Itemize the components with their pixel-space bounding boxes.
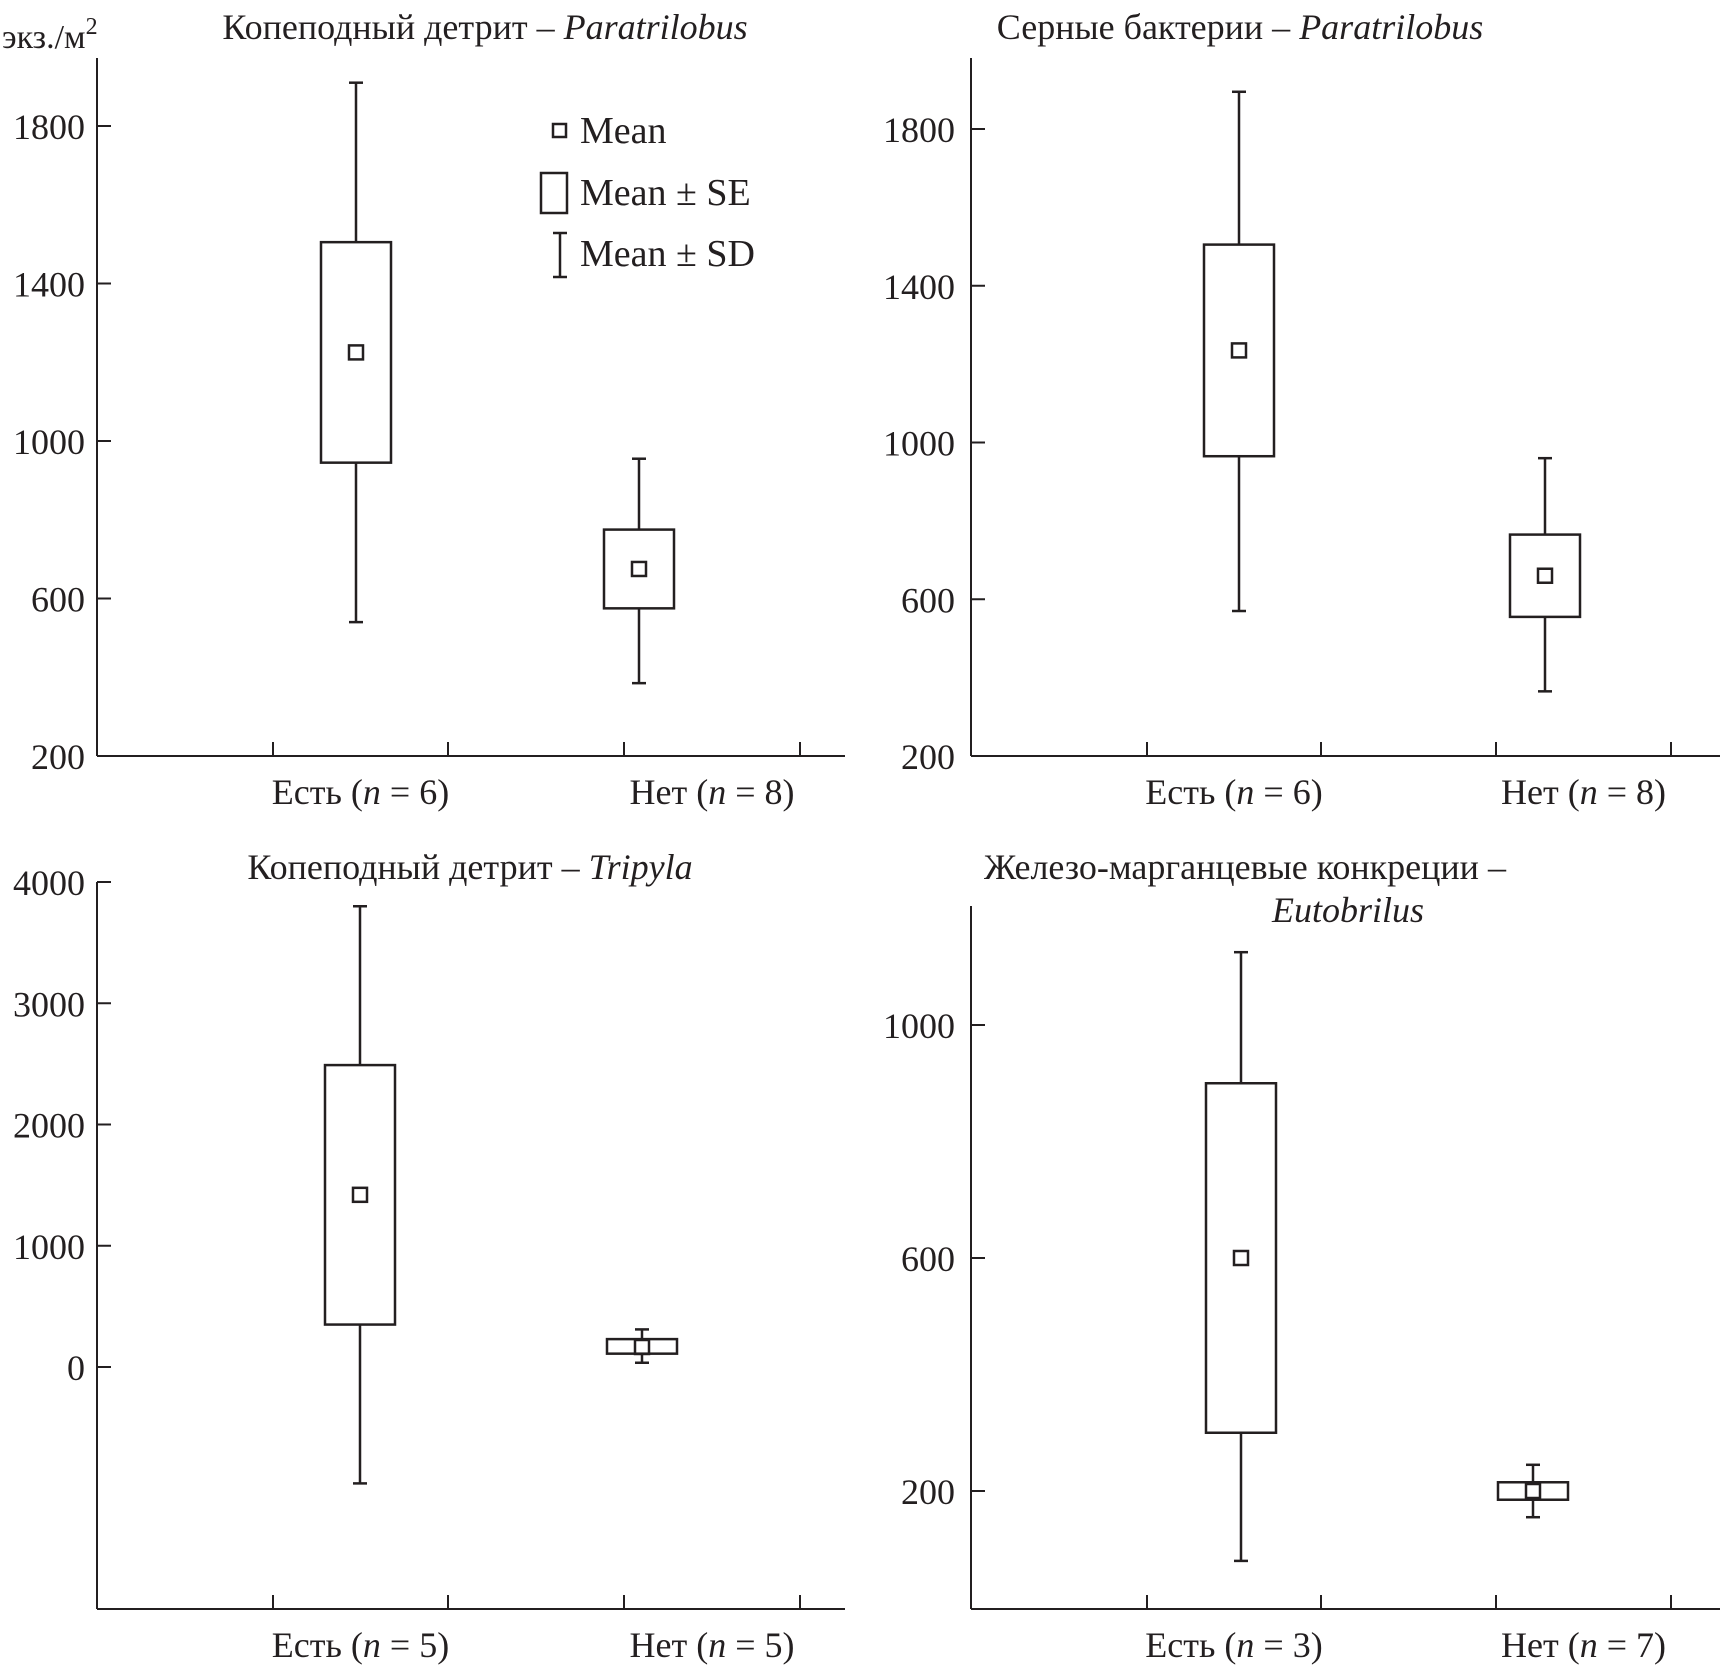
x-category-label: Есть (n = 6) — [272, 772, 449, 812]
y-tick-label: 1800 — [13, 107, 85, 147]
y-tick-label: 4000 — [13, 863, 85, 903]
legend-mean-symbol — [551, 122, 568, 139]
y-tick-label: 1400 — [13, 265, 85, 305]
legend-se-label: Mean ± SE — [580, 172, 751, 214]
y-tick-label: 1000 — [883, 424, 955, 464]
y-tick-label: 0 — [67, 1348, 85, 1388]
mean-marker — [351, 1186, 369, 1204]
panel-title: Железо-марганцевые конкреции – — [984, 847, 1507, 887]
box-yes — [319, 81, 393, 624]
se-box — [1204, 1082, 1278, 1434]
y-tick-label: 2000 — [13, 1106, 85, 1146]
y-tick-label: 600 — [31, 580, 85, 620]
legend-se-symbol — [539, 171, 569, 215]
mean-marker — [1524, 1482, 1542, 1500]
box-no — [602, 457, 676, 685]
y-tick-label: 1000 — [13, 1227, 85, 1267]
panel-femn-eutobrilus: Железо-марганцевые конкреции – Eutobrilu… — [883, 847, 1720, 1665]
y-tick-label: 1800 — [883, 110, 955, 150]
legend-mean-label: Mean — [580, 110, 667, 152]
x-category-label: Нет (n = 8) — [1501, 772, 1666, 812]
x-category-label: Есть (n = 6) — [1145, 772, 1322, 812]
se-box — [323, 1063, 397, 1326]
legend-sd-label: Mean ± SD — [580, 233, 755, 275]
se-box — [605, 1337, 679, 1355]
y-tick-label: 1000 — [13, 422, 85, 462]
box-yes — [1202, 90, 1276, 613]
box-yes — [323, 905, 397, 1485]
y-tick-label: 1000 — [883, 1006, 955, 1046]
y-tick-label: 3000 — [13, 984, 85, 1024]
se-box — [319, 240, 393, 464]
panel-title: Копеподный детрит – Tripyla — [247, 847, 692, 887]
x-category-label: Есть (n = 3) — [1145, 1625, 1322, 1665]
y-tick-label: 600 — [901, 580, 955, 620]
mean-marker — [1230, 342, 1248, 359]
y-unit-label: экз./м2 — [2, 14, 98, 56]
panel-title: Серные бактерии – Paratrilobus — [997, 7, 1483, 47]
panel-sulfur-paratrilobus: Серные бактерии – Paratrilobus 200 600 100… — [883, 7, 1720, 812]
x-category-label: Нет (n = 7) — [1501, 1625, 1666, 1665]
se-box — [1508, 533, 1582, 619]
y-tick-label: 600 — [901, 1239, 955, 1279]
y-tick-label: 200 — [901, 737, 955, 777]
mean-marker — [1232, 1249, 1250, 1267]
se-box — [602, 528, 676, 610]
box-yes — [1204, 950, 1278, 1563]
box-no — [605, 1328, 679, 1365]
panel-title: Копеподный детрит – Paratrilobus — [222, 7, 747, 47]
mean-marker — [630, 560, 648, 578]
y-tick-label: 1400 — [883, 267, 955, 307]
x-category-label: Нет (n = 5) — [630, 1625, 795, 1665]
panel-copepod-tripyla: Копеподный детрит – Tripyla 0 1000 2000 300… — [13, 847, 845, 1665]
panel-copepod-paratrilobus: Копеподный детрит – Paratrilobus 200 600 1… — [13, 7, 845, 812]
y-tick-label: 200 — [31, 737, 85, 777]
se-box — [1202, 243, 1276, 458]
mean-marker — [347, 344, 365, 361]
box-no — [1508, 456, 1582, 693]
mean-marker — [633, 1338, 651, 1356]
box-no — [1496, 1463, 1570, 1519]
x-category-label: Нет (n = 8) — [630, 772, 795, 812]
y-tick-label: 200 — [901, 1472, 955, 1512]
legend: Mean Mean ± SE Mean ± SD — [539, 110, 755, 279]
panel-title-line2: Eutobrilus — [1271, 890, 1424, 930]
se-box — [1496, 1481, 1570, 1501]
x-category-label: Есть (n = 5) — [272, 1625, 449, 1665]
mean-marker — [1536, 567, 1554, 584]
legend-sd-symbol — [553, 231, 567, 279]
